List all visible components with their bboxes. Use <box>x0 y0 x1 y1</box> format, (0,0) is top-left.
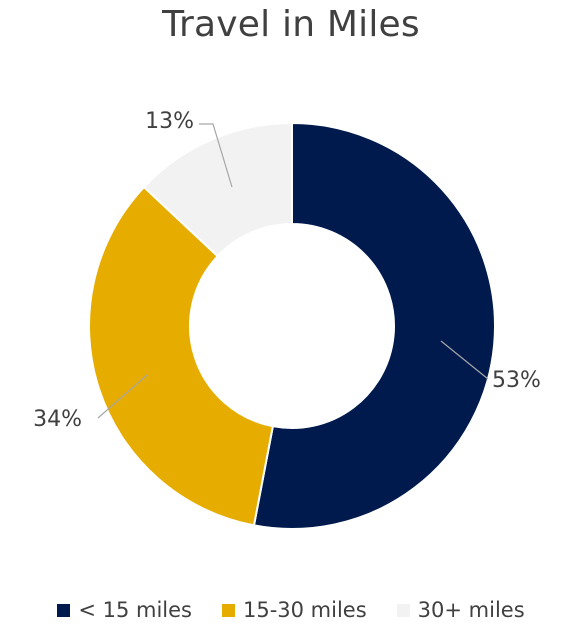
legend-label-15-30: 15-30 miles <box>242 598 367 622</box>
data-label-3: 13% <box>145 109 194 134</box>
leader-line-2 <box>97 374 148 419</box>
leader-line-1 <box>440 340 489 380</box>
legend-label-lt-15: < 15 miles <box>78 598 192 622</box>
donut-slice-1 <box>252 121 496 530</box>
legend: < 15 miles 15-30 miles 30+ miles <box>0 598 582 622</box>
leader-line-3 <box>199 123 233 188</box>
data-label-1: 53% <box>492 368 541 393</box>
data-label-2: 34% <box>33 407 82 432</box>
legend-item-lt-15: < 15 miles <box>57 598 192 622</box>
legend-label-30-plus: 30+ miles <box>417 598 525 622</box>
legend-swatch-15-30 <box>221 603 235 617</box>
legend-swatch-30-plus <box>396 603 410 617</box>
donut-slice-3 <box>142 121 293 258</box>
legend-item-15-30: 15-30 miles <box>221 598 367 622</box>
legend-item-30-plus: 30+ miles <box>396 598 525 622</box>
chart-title: Travel in Miles <box>162 4 420 45</box>
legend-swatch-lt-15 <box>57 603 71 617</box>
donut-slice-2 <box>88 185 275 527</box>
donut-chart: 53% 34% 13% <box>33 109 541 530</box>
